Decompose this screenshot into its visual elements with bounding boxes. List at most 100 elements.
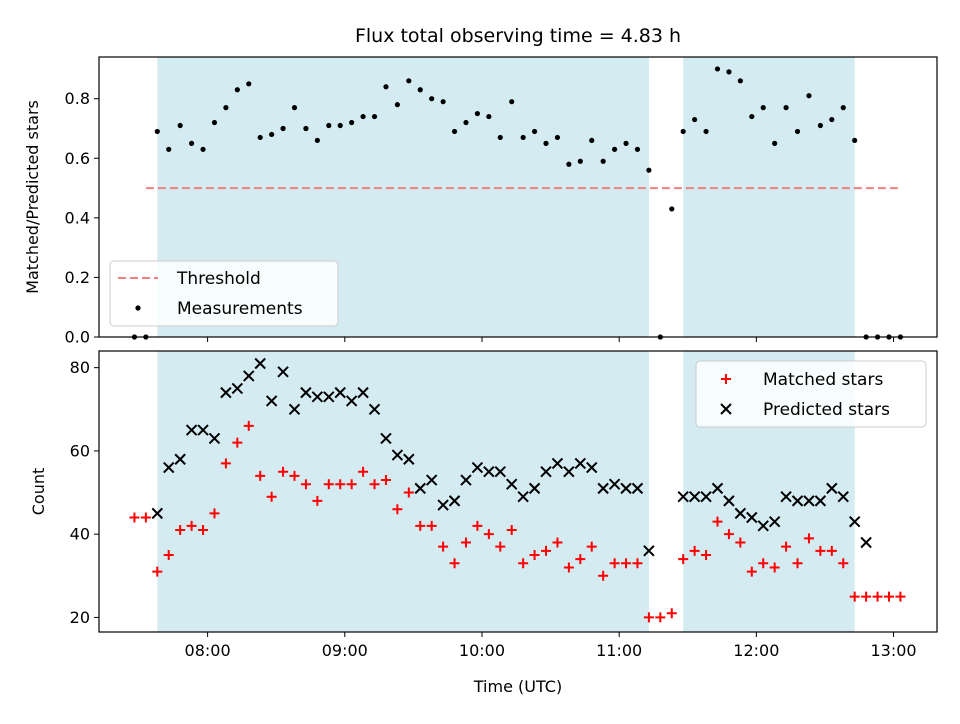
predicted-star-point (517, 490, 529, 503)
matched-star-point (312, 495, 323, 506)
predicted-star-point (837, 490, 849, 503)
matched-star-point (232, 437, 243, 448)
matched-star-point (803, 533, 814, 544)
matched-star-point (209, 508, 220, 519)
predicted-star-point (540, 466, 552, 478)
predicted-star-point (826, 482, 838, 495)
matched-star-point (678, 554, 689, 565)
p1-shaded-interval-0 (157, 351, 649, 632)
count-panel-marks (129, 357, 906, 623)
ratio-panel-legend: Threshold Measurements (109, 260, 339, 327)
predicted-star-point (814, 495, 827, 507)
predicted-star-point (403, 453, 415, 465)
predicted-star-point (631, 482, 644, 495)
matched-star-point (163, 549, 174, 560)
matched-star-point (781, 541, 792, 552)
count-panel-y-axis-label: Count (29, 468, 48, 516)
predicted-star-point (597, 482, 609, 495)
predicted-star-point (620, 482, 632, 495)
predicted-star-point (265, 395, 278, 407)
matched-star-point (175, 525, 186, 536)
predicted-star-point (723, 495, 735, 507)
measurement-point (223, 105, 229, 111)
legend-matched-swatch (721, 374, 731, 384)
matched-star-point (541, 545, 552, 556)
predicted-star-point (791, 495, 804, 507)
p0-y-tick-label: 0.8 (65, 89, 90, 108)
matched-star-point (380, 475, 391, 486)
measurement-point (554, 134, 561, 141)
matched-star-point (518, 558, 529, 569)
matched-star-point (369, 479, 380, 490)
matched-star-point (735, 537, 746, 548)
measurement-point (531, 128, 538, 135)
ratio-panel-axes: 0.0 0.2 0.4 0.6 0.8 (65, 89, 895, 347)
matched-star-point (392, 504, 403, 515)
predicted-star-point (163, 461, 175, 474)
x-axis-label: Time (UTC) (473, 677, 562, 696)
predicted-star-point (425, 474, 438, 486)
measurement-point (589, 137, 595, 144)
measurement-point (166, 146, 172, 152)
measurement-point (417, 87, 423, 93)
matched-star-point (529, 549, 540, 560)
measurement-point (280, 125, 286, 132)
predicted-star-point (220, 386, 232, 399)
predicted-star-point (288, 403, 301, 415)
measurement-point (406, 78, 412, 84)
matched-star-point (495, 541, 506, 552)
predicted-star-point (174, 453, 186, 465)
matched-star-point (403, 487, 414, 498)
measurement-point (440, 99, 446, 105)
matched-star-point (872, 591, 883, 602)
measurement-point (246, 81, 252, 87)
legend-frame (695, 360, 927, 428)
measurement-point (291, 105, 298, 111)
measurement-point (520, 134, 526, 141)
measurement-point (794, 128, 801, 135)
matched-star-point (575, 554, 586, 565)
measurement-point (566, 161, 572, 167)
measurement-point (646, 167, 652, 173)
matched-star-point (643, 612, 654, 623)
predicted-star-point (506, 478, 518, 490)
matched-star-point (769, 562, 780, 573)
matched-star-point (140, 512, 151, 523)
measurement-point (852, 137, 858, 144)
measurement-point (714, 66, 721, 72)
p1-y-tick-label: 40 (70, 525, 90, 544)
measurement-point (429, 96, 435, 102)
predicted-star-point (277, 366, 289, 378)
predicted-star-point (345, 395, 358, 407)
p0-y-tick-label: 0.0 (65, 328, 90, 347)
measurement-point (269, 131, 275, 138)
measurement-point (772, 140, 778, 146)
matched-star-point (849, 591, 860, 602)
ratio-panel-frame (98, 56, 938, 338)
matched-star-point (826, 545, 837, 556)
predicted-star-point (734, 507, 747, 520)
measurement-point (817, 122, 823, 129)
predicted-star-point (380, 432, 392, 445)
count-panel: 08:00 09:00 10:00 11:00 12:00 13:00 20 40 60 80 C… (29, 350, 938, 660)
predicted-star-point (711, 482, 724, 495)
predicted-star-point (231, 382, 244, 395)
measurement-point (600, 158, 606, 164)
measurement-point (234, 87, 240, 93)
predicted-star-point (391, 449, 404, 461)
x-tick-label: 10:00 (459, 641, 505, 660)
matched-star-point (838, 558, 849, 569)
matched-star-point (358, 466, 369, 477)
legend-predicted-swatch (720, 403, 732, 415)
measurement-point (760, 105, 766, 111)
measurement-point (337, 122, 343, 129)
measurement-point (669, 206, 675, 212)
measurement-point (840, 105, 846, 111)
measurement-point (634, 146, 641, 152)
x-tick-label: 09:00 (322, 641, 368, 660)
matched-star-point (723, 529, 734, 540)
matched-star-point (152, 566, 163, 577)
matched-star-point (655, 612, 666, 623)
p1-y-tick-label: 60 (70, 441, 90, 460)
predicted-star-point (746, 511, 758, 524)
